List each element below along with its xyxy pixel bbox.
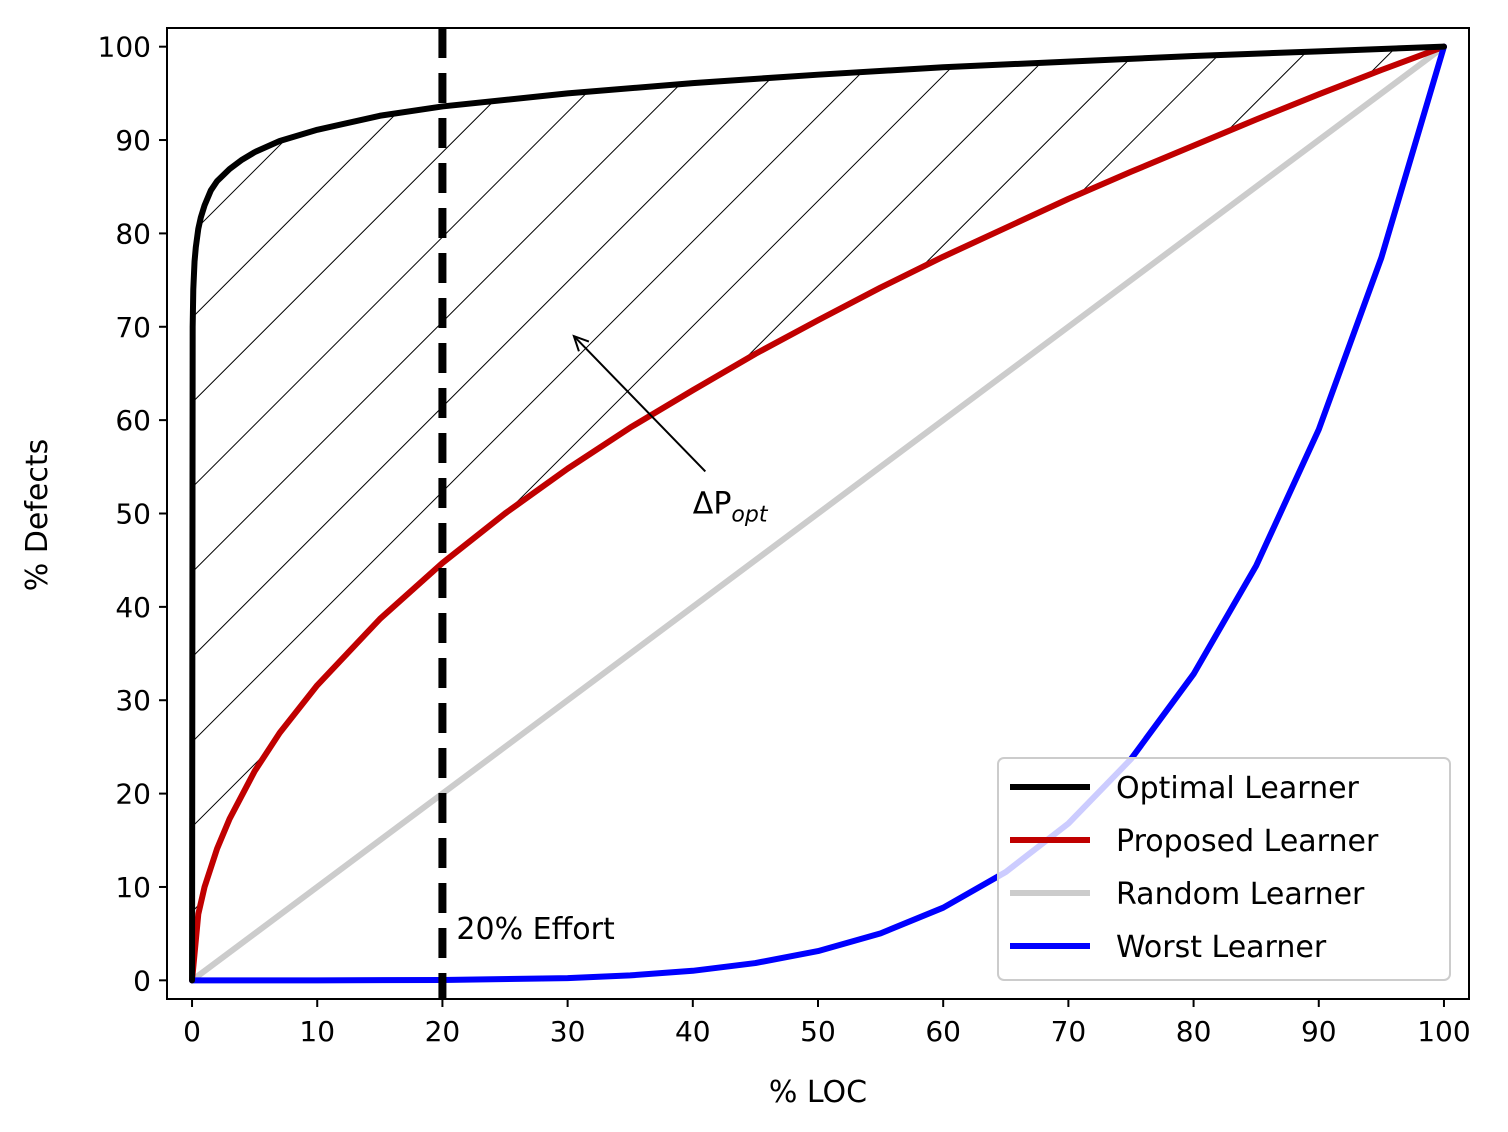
y-tick-label: 40 bbox=[115, 591, 151, 624]
x-tick-label: 20 bbox=[425, 1015, 461, 1048]
series-line bbox=[189, 43, 1447, 984]
series-line bbox=[189, 43, 1447, 984]
annotation-label: ΔPopt bbox=[693, 487, 769, 528]
x-tick-label: 60 bbox=[925, 1015, 961, 1048]
legend-label: Worst Learner bbox=[1116, 930, 1327, 965]
x-tick-label: 100 bbox=[1417, 1015, 1470, 1048]
y-tick-label: 60 bbox=[115, 404, 151, 437]
effort-label: 20% Effort bbox=[456, 912, 615, 947]
y-tick-label: 90 bbox=[115, 124, 151, 157]
legend-label: Optimal Learner bbox=[1116, 771, 1360, 806]
series-layer bbox=[189, 43, 1447, 984]
series-line bbox=[189, 43, 1447, 984]
y-tick-label: 0 bbox=[133, 964, 151, 997]
x-tick-label: 40 bbox=[675, 1015, 711, 1048]
legend-label: Proposed Learner bbox=[1116, 824, 1379, 859]
y-tick-label: 70 bbox=[115, 311, 151, 344]
annotation-label-main: ΔP bbox=[693, 487, 732, 522]
x-tick-label: 30 bbox=[550, 1015, 586, 1048]
y-tick-label: 10 bbox=[115, 871, 151, 904]
x-axis: 0 10 20 30 40 50 60 70 80 90 100 bbox=[183, 999, 1471, 1048]
y-axis: 0 10 20 30 40 50 60 70 80 90 100 bbox=[98, 31, 167, 997]
legend-box bbox=[997, 757, 1451, 981]
annotation-label-sub: opt bbox=[731, 503, 768, 528]
x-tick-label: 90 bbox=[1301, 1015, 1337, 1048]
x-tick-label: 0 bbox=[183, 1015, 201, 1048]
x-tick-label: 50 bbox=[800, 1015, 836, 1048]
y-tick-label: 30 bbox=[115, 684, 151, 717]
x-tick-label: 10 bbox=[299, 1015, 335, 1048]
x-tick-label: 80 bbox=[1176, 1015, 1212, 1048]
series-line bbox=[189, 43, 1447, 984]
hatched-region bbox=[192, 46, 1444, 981]
x-axis-label: % LOC bbox=[769, 1075, 867, 1110]
delta-popt-annotation: ΔPopt bbox=[572, 334, 769, 528]
y-tick-label: 20 bbox=[115, 778, 151, 811]
y-tick-label: 100 bbox=[98, 31, 151, 64]
y-tick-label: 80 bbox=[115, 217, 151, 250]
legend: Optimal Learner Proposed Learner Random Le… bbox=[997, 757, 1451, 981]
legend-label: Random Learner bbox=[1116, 877, 1365, 912]
x-tick-label: 70 bbox=[1051, 1015, 1087, 1048]
y-axis-label: % Defects bbox=[20, 439, 55, 592]
y-tick-label: 50 bbox=[115, 498, 151, 531]
annotation-arrow bbox=[573, 335, 707, 473]
plot-area bbox=[189, 28, 1447, 999]
